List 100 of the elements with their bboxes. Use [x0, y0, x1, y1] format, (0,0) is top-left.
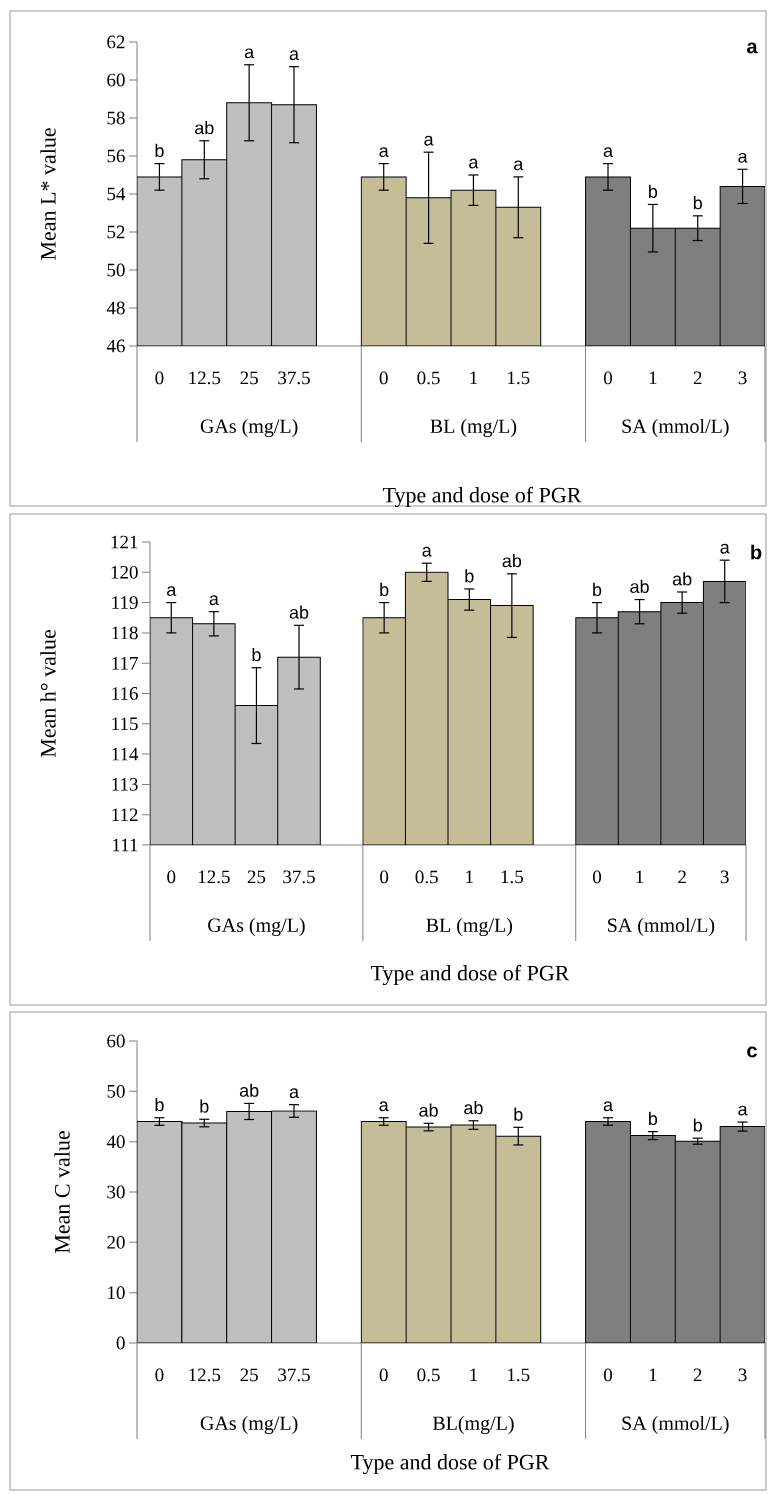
x-tick-label: 3: [720, 870, 729, 884]
bar: [360, 1121, 407, 1343]
data-label: b: [593, 582, 602, 597]
data-label: a: [720, 543, 730, 554]
y-tick-label: 56: [107, 149, 125, 163]
data-label: ab: [239, 1083, 259, 1097]
y-tick-label: 50: [107, 1084, 125, 1098]
x-axis-title: Type and dose of PGR: [350, 1453, 550, 1475]
data-label: ab: [289, 605, 309, 619]
y-axis-title: Mean C value: [54, 1131, 70, 1254]
bar: [450, 1124, 497, 1343]
data-label: b: [649, 184, 658, 198]
data-label: a: [422, 546, 432, 557]
data-label: ab: [672, 572, 692, 586]
x-tick-label: 0: [167, 870, 176, 884]
x-tick-label: 12.5: [189, 1368, 221, 1382]
data-label: b: [514, 1107, 523, 1121]
x-tick-label: 0: [603, 1368, 613, 1382]
data-label: a: [209, 595, 219, 606]
x-tick-label: 1: [466, 870, 473, 884]
y-tick-label: 52: [107, 225, 125, 239]
data-label: a: [469, 158, 479, 169]
y-tick-label: 60: [107, 73, 125, 87]
x-tick-label: 0: [155, 371, 164, 385]
y-tick-label: 115: [112, 717, 138, 731]
y-tick-label: 114: [112, 747, 139, 761]
data-label: a: [379, 147, 389, 158]
data-label: b: [200, 1099, 209, 1113]
bar: [495, 1135, 542, 1343]
data-label: a: [738, 1105, 748, 1116]
text: BL (mg/L): [430, 418, 517, 438]
x-tick-label: 37.5: [278, 1368, 310, 1382]
y-tick-label: 119: [112, 596, 138, 609]
x-tick-label: 1: [470, 1368, 478, 1382]
data-label: a: [379, 1101, 389, 1112]
x-tick-label: 1: [649, 371, 657, 385]
data-label: a: [603, 1101, 614, 1112]
data-label: ab: [195, 121, 214, 135]
annotation: a: [747, 42, 758, 54]
x-tick-label: 12.5: [198, 870, 230, 884]
x-tick-label: 1: [649, 1368, 657, 1382]
y-tick-label: 40: [106, 1135, 125, 1149]
bar: [405, 1126, 452, 1343]
text: BL (mg/L): [426, 917, 513, 937]
x-tick-label: 0: [155, 1368, 164, 1382]
data-label: b: [252, 647, 261, 662]
x-tick-label: 12.5: [189, 371, 221, 385]
x-tick-label: 0.5: [417, 1368, 440, 1382]
y-tick-label: 50: [107, 263, 125, 277]
x-tick-label: 37.5: [278, 371, 310, 385]
x-tick-label: 0.5: [415, 870, 438, 884]
x-tick-label: 1.5: [508, 1368, 530, 1382]
data-label: a: [603, 147, 614, 158]
x-tick-label: 0: [603, 371, 613, 385]
data-label: b: [155, 143, 164, 158]
x-tick-label: 25: [247, 870, 266, 884]
x-tick-label: 37.5: [283, 870, 315, 884]
x-tick-label: 3: [738, 371, 747, 385]
x-tick-label: 2: [693, 1368, 702, 1382]
text: SA (mmol/L): [622, 1415, 729, 1435]
data-label: a: [424, 135, 434, 146]
data-label: a: [289, 50, 299, 61]
data-label: b: [649, 1111, 658, 1126]
text: GAs (mg/L): [200, 1415, 298, 1435]
text: b: [751, 544, 762, 560]
data-label: a: [514, 160, 524, 171]
y-tick-label: 46: [106, 339, 125, 353]
x-tick-label: 1.5: [508, 371, 530, 385]
data-label: a: [289, 1088, 299, 1099]
data-label: b: [693, 196, 702, 210]
data-label: ab: [419, 1103, 438, 1117]
x-tick-label: 2: [693, 371, 702, 385]
y-tick-label: 113: [112, 778, 138, 791]
data-label: b: [465, 569, 474, 583]
text: BL(mg/L): [432, 1415, 514, 1435]
y-axis-title: Mean L* value: [40, 128, 56, 260]
x-tick-label: 0.5: [417, 371, 440, 385]
data-label: b: [155, 1098, 164, 1112]
text: GAs (mg/L): [208, 917, 305, 937]
y-tick-label: 111: [113, 838, 138, 852]
y-tick-label: 30: [107, 1185, 125, 1199]
x-tick-label: 1.5: [501, 870, 523, 884]
y-tick-label: 48: [106, 301, 125, 315]
y-tick-label: 62: [107, 35, 125, 49]
y-tick-label: 54: [107, 187, 126, 201]
y-tick-label: 60: [107, 1034, 125, 1048]
y-tick-label: 120: [111, 565, 138, 579]
annotation: c: [747, 1046, 757, 1058]
y-tick-label: 117: [112, 656, 138, 670]
x-axis-title: Type and dose of PGR: [382, 486, 582, 508]
y-tick-label: 58: [107, 111, 125, 125]
data-label: a: [738, 152, 748, 163]
y-tick-label: 10: [108, 1286, 125, 1300]
data-label: ab: [464, 1101, 483, 1115]
data-label: a: [167, 586, 177, 597]
x-tick-label: 1: [470, 371, 478, 385]
y-tick-label: 20: [107, 1235, 125, 1249]
data-label: b: [693, 1118, 702, 1132]
x-tick-label: 0: [380, 870, 389, 884]
data-label: ab: [630, 579, 649, 594]
